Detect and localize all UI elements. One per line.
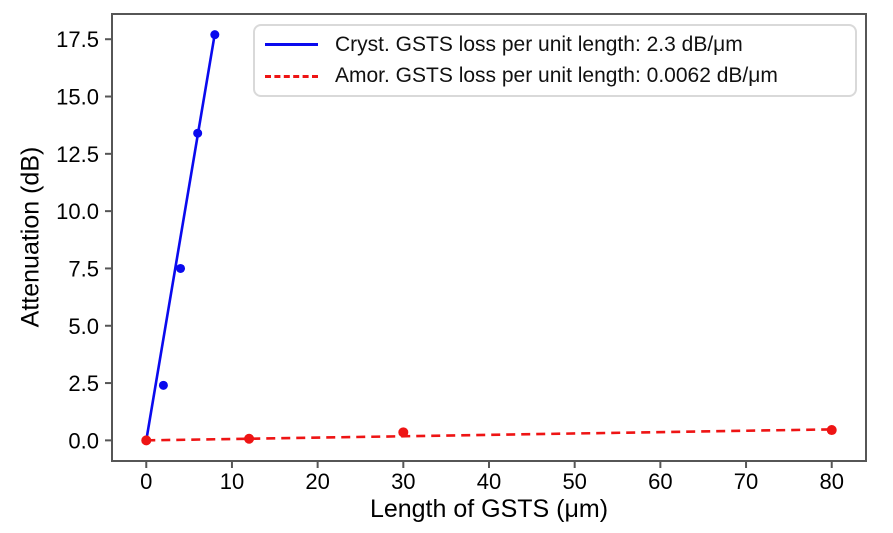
amor-line-swatch [265, 74, 318, 78]
legend: Cryst. GSTS loss per unit length: 2.3 dB… [253, 24, 857, 97]
cryst-data-point [193, 128, 203, 138]
y-tick-label: 2.5 [68, 371, 99, 396]
amor-data-point [244, 433, 255, 444]
x-tick-label: 50 [562, 469, 586, 494]
legend-item-cryst: Cryst. GSTS loss per unit length: 2.3 dB… [265, 30, 847, 60]
y-axis-label: Attenuation (dB) [16, 146, 45, 328]
x-tick-label: 80 [819, 469, 843, 494]
amor-data-point [398, 427, 409, 438]
x-tick-label: 0 [140, 469, 152, 494]
x-tick-label: 60 [648, 469, 672, 494]
amor-fit-line [146, 428, 832, 442]
x-tick-label: 30 [391, 469, 415, 494]
x-tick-label: 20 [305, 469, 329, 494]
y-tick-label: 7.5 [68, 256, 99, 281]
y-tick-label: 17.5 [56, 27, 99, 52]
amor-data-point [826, 425, 837, 436]
x-axis-label: Length of GSTS (μm) [369, 495, 609, 523]
amor-data-point [141, 435, 152, 446]
y-tick-label: 15.0 [56, 85, 99, 110]
legend-label-cryst: Cryst. GSTS loss per unit length: 2.3 dB… [335, 32, 743, 56]
x-tick-label: 40 [477, 469, 501, 494]
cryst-fit-line [144, 30, 217, 441]
cryst-line-swatch [265, 43, 318, 47]
cryst-data-point [176, 263, 186, 273]
cryst-data-point [210, 30, 220, 40]
y-tick-label: 0.0 [68, 428, 99, 453]
legend-item-amor: Amor. GSTS loss per unit length: 0.0062 … [265, 61, 847, 91]
x-tick-label: 10 [220, 469, 244, 494]
legend-label-amor: Amor. GSTS loss per unit length: 0.0062 … [335, 64, 778, 88]
y-tick-label: 10.0 [56, 199, 99, 224]
y-tick-label: 5.0 [68, 314, 99, 339]
y-tick-label: 12.5 [56, 142, 99, 167]
cryst-data-point [158, 380, 168, 390]
x-tick-label: 70 [734, 469, 758, 494]
